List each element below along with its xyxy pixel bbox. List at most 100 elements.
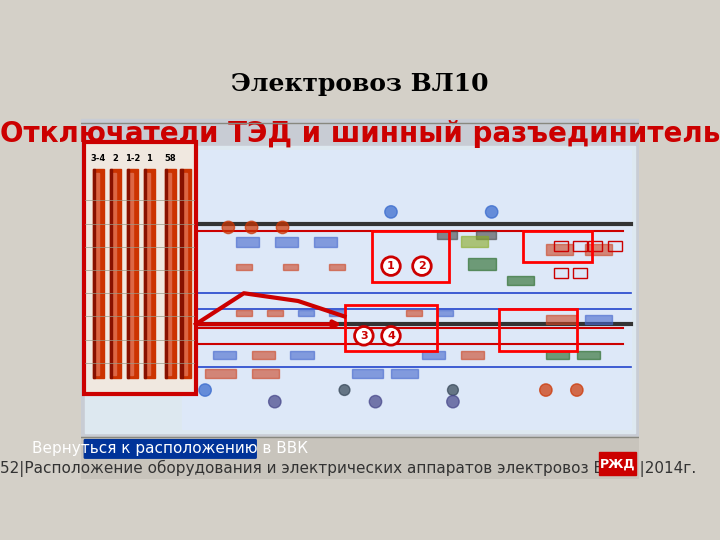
Bar xyxy=(129,173,133,375)
Bar xyxy=(469,258,495,270)
Circle shape xyxy=(354,327,373,345)
Bar xyxy=(438,231,456,239)
Bar xyxy=(110,170,121,379)
Text: 1: 1 xyxy=(146,154,152,163)
Bar xyxy=(251,352,275,359)
Bar xyxy=(93,170,104,379)
Bar xyxy=(461,352,484,359)
Bar xyxy=(391,369,418,379)
Circle shape xyxy=(246,221,258,234)
Bar xyxy=(608,241,622,251)
Bar xyxy=(213,352,236,359)
Bar xyxy=(84,142,196,394)
Bar xyxy=(267,310,282,316)
Text: 4: 4 xyxy=(387,331,395,341)
Bar xyxy=(546,352,569,359)
Bar xyxy=(180,170,192,379)
Bar xyxy=(144,170,146,379)
Bar xyxy=(344,305,438,352)
Bar xyxy=(81,119,639,436)
Bar xyxy=(546,244,573,254)
Bar xyxy=(282,264,298,270)
Bar xyxy=(110,170,112,379)
Bar xyxy=(112,173,116,375)
Bar xyxy=(329,264,344,270)
Bar xyxy=(554,241,567,251)
Circle shape xyxy=(339,384,350,395)
Bar xyxy=(500,309,577,352)
Text: 2: 2 xyxy=(112,154,118,163)
Bar xyxy=(127,170,138,379)
Text: РЖД: РЖД xyxy=(599,457,635,470)
Text: Отключатели ТЭД и шинный разъединитель: Отключатели ТЭД и шинный разъединитель xyxy=(0,120,720,148)
Bar xyxy=(144,170,155,379)
Bar xyxy=(585,315,612,324)
Bar xyxy=(422,352,445,359)
Bar xyxy=(84,142,196,394)
Circle shape xyxy=(413,257,431,275)
Bar xyxy=(507,276,534,286)
Circle shape xyxy=(448,384,459,395)
Bar xyxy=(236,310,251,316)
Bar xyxy=(236,238,259,247)
Circle shape xyxy=(571,384,583,396)
Bar xyxy=(577,352,600,359)
Bar xyxy=(476,231,495,239)
Bar xyxy=(461,236,487,247)
Circle shape xyxy=(369,395,382,408)
Bar xyxy=(329,310,344,316)
Bar xyxy=(183,173,186,375)
Bar xyxy=(585,244,612,254)
Circle shape xyxy=(446,395,459,408)
Bar xyxy=(598,452,636,475)
Circle shape xyxy=(485,206,498,218)
Bar xyxy=(127,170,129,379)
Text: 58: 58 xyxy=(164,154,176,163)
Text: 2: 2 xyxy=(418,261,426,271)
Bar xyxy=(275,238,298,247)
Bar xyxy=(165,170,167,379)
Text: 3: 3 xyxy=(360,331,368,341)
FancyBboxPatch shape xyxy=(84,440,256,458)
Circle shape xyxy=(222,221,235,234)
Bar xyxy=(573,241,587,251)
Bar xyxy=(180,170,183,379)
Circle shape xyxy=(382,257,400,275)
Circle shape xyxy=(276,221,289,234)
Text: Вернуться к расположению в ВВК: Вернуться к расположению в ВВК xyxy=(32,441,308,456)
Bar xyxy=(438,310,453,316)
Bar xyxy=(588,241,603,251)
Bar xyxy=(95,173,99,375)
Text: 1-2: 1-2 xyxy=(125,154,140,163)
Circle shape xyxy=(540,384,552,396)
Bar xyxy=(205,369,236,379)
Bar xyxy=(573,268,587,278)
Bar xyxy=(236,264,251,270)
Bar xyxy=(93,170,95,379)
Text: 52|Расположение оборудования и электрических аппаратов электровоз ВЛ10 |2014г.: 52|Расположение оборудования и электриче… xyxy=(0,460,696,477)
Text: 1: 1 xyxy=(387,261,395,271)
Bar xyxy=(165,170,176,379)
Bar xyxy=(554,268,567,278)
Circle shape xyxy=(199,384,211,396)
Bar xyxy=(523,231,593,262)
Circle shape xyxy=(382,327,400,345)
Bar xyxy=(298,310,313,316)
Bar xyxy=(251,369,279,379)
Bar xyxy=(290,352,313,359)
Bar xyxy=(81,61,639,123)
Text: Электровоз ВЛ10: Электровоз ВЛ10 xyxy=(231,72,489,96)
Bar xyxy=(372,231,449,282)
Bar xyxy=(167,173,171,375)
Bar xyxy=(546,315,577,324)
Bar xyxy=(85,146,635,433)
Bar xyxy=(407,310,422,316)
Circle shape xyxy=(269,395,281,408)
Bar xyxy=(352,369,383,379)
Text: 3-4: 3-4 xyxy=(91,154,106,163)
Circle shape xyxy=(384,206,397,218)
Bar xyxy=(81,436,639,479)
Bar xyxy=(146,173,150,375)
Bar xyxy=(313,238,337,247)
Bar xyxy=(182,150,631,429)
